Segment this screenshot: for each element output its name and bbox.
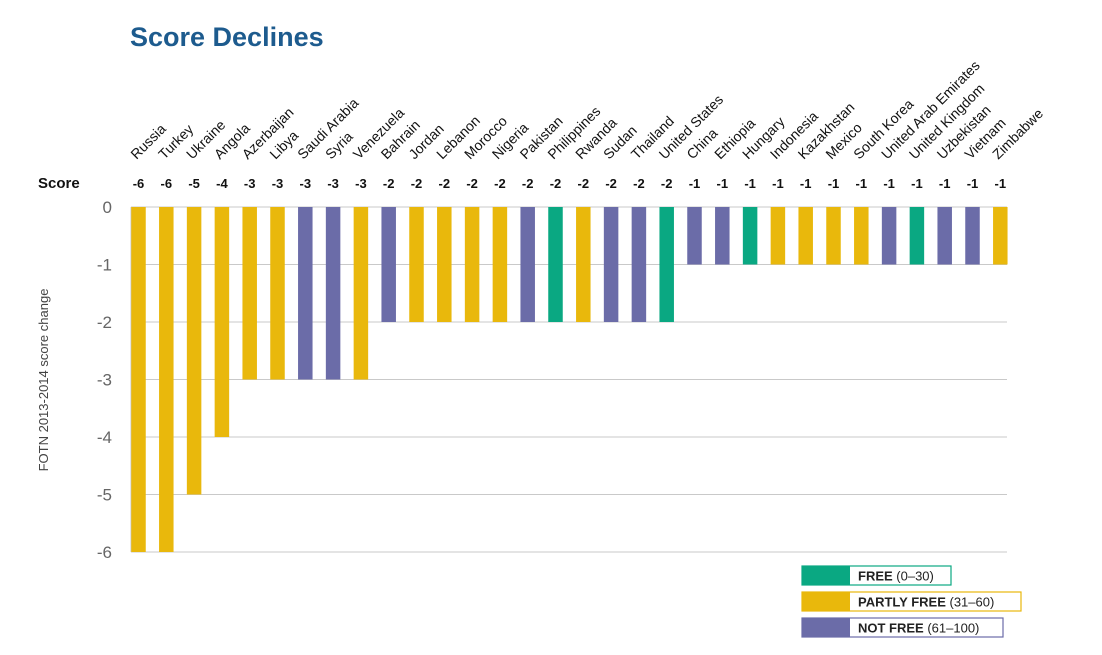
y-tick-labels: 0 -1 -2 -3 -4 -5 -6 [97, 198, 112, 562]
bar [159, 207, 174, 552]
bar [576, 207, 591, 322]
bar [409, 207, 424, 322]
score-value: -1 [828, 176, 840, 191]
score-value: -6 [161, 176, 173, 191]
bar [965, 207, 980, 265]
bar [242, 207, 257, 380]
score-value: -2 [550, 176, 562, 191]
score-value: -2 [578, 176, 590, 191]
bar [186, 207, 202, 495]
bar [909, 207, 925, 265]
bar [298, 207, 313, 380]
bar [826, 207, 841, 265]
score-value: -1 [800, 176, 812, 191]
legend-swatch [802, 618, 850, 637]
bar [854, 207, 869, 265]
score-value: -1 [856, 176, 868, 191]
score-value: -1 [967, 176, 979, 191]
country-labels: RussiaTurkeyUkraineAngolaAzerbaijanLibya… [127, 57, 1046, 162]
score-value: -1 [911, 176, 923, 191]
legend-label: NOT FREE (61–100) [858, 621, 979, 636]
y-tick-label: -4 [97, 428, 112, 447]
bar [798, 207, 813, 265]
bar [548, 207, 563, 322]
bar [214, 207, 230, 437]
score-value: -1 [772, 176, 784, 191]
score-value: -2 [466, 176, 478, 191]
bar [603, 207, 619, 322]
bar [742, 207, 758, 265]
score-value: -3 [300, 176, 312, 191]
bar [381, 207, 396, 322]
bar [659, 207, 674, 322]
bars [131, 207, 1008, 552]
y-tick-label: -1 [97, 256, 112, 275]
score-value: -2 [605, 176, 617, 191]
bar [492, 207, 508, 322]
y-tick-label: 0 [103, 198, 112, 217]
y-tick-label: -3 [97, 371, 112, 390]
score-value: -1 [995, 176, 1007, 191]
score-value: -5 [188, 176, 200, 191]
bar [993, 207, 1008, 265]
score-value: -1 [689, 176, 701, 191]
bar [937, 207, 952, 265]
bar [631, 207, 647, 322]
bar [881, 207, 897, 265]
score-value: -3 [355, 176, 367, 191]
y-tick-label: -6 [97, 543, 112, 562]
y-tick-label: -2 [97, 313, 112, 332]
legend: FREE (0–30) PARTLY FREE (31–60) NOT FREE (… [801, 565, 1022, 638]
gridlines [130, 206, 1007, 553]
score-value: -2 [411, 176, 423, 191]
score-value: -2 [633, 176, 645, 191]
score-value: -3 [244, 176, 256, 191]
bar [520, 207, 535, 322]
legend-swatch [802, 566, 850, 585]
score-value: -2 [439, 176, 451, 191]
bar [715, 207, 730, 265]
score-value: -1 [883, 176, 895, 191]
bar [770, 207, 786, 265]
y-axis-label: FOTN 2013-2014 score change [36, 289, 51, 472]
legend-label: FREE (0–30) [858, 569, 934, 584]
score-value: -2 [661, 176, 673, 191]
bar [325, 207, 341, 380]
score-value: -4 [216, 176, 228, 191]
bar [687, 207, 702, 265]
score-value: -6 [133, 176, 145, 191]
bar [131, 207, 146, 552]
bar [270, 207, 285, 380]
score-value: -1 [744, 176, 756, 191]
bar [353, 207, 369, 380]
score-value: -2 [522, 176, 534, 191]
bar [437, 207, 452, 322]
score-value: -3 [327, 176, 339, 191]
legend-swatch [802, 592, 850, 611]
score-header: Score [38, 175, 80, 192]
bar [464, 207, 480, 322]
y-tick-label: -5 [97, 486, 112, 505]
score-value: -1 [939, 176, 951, 191]
chart-title: Score Declines [130, 22, 324, 52]
score-values: -6 -6 -5 -4 -3 -3 -3 -3 -3 -2 -2 -2 -2 -2 -2 -2 -2 -2 -2 -2… [133, 176, 1006, 191]
legend-label: PARTLY FREE (31–60) [858, 595, 994, 610]
score-value: -2 [383, 176, 395, 191]
score-value: -3 [272, 176, 284, 191]
score-value: -2 [494, 176, 506, 191]
score-value: -1 [717, 176, 729, 191]
